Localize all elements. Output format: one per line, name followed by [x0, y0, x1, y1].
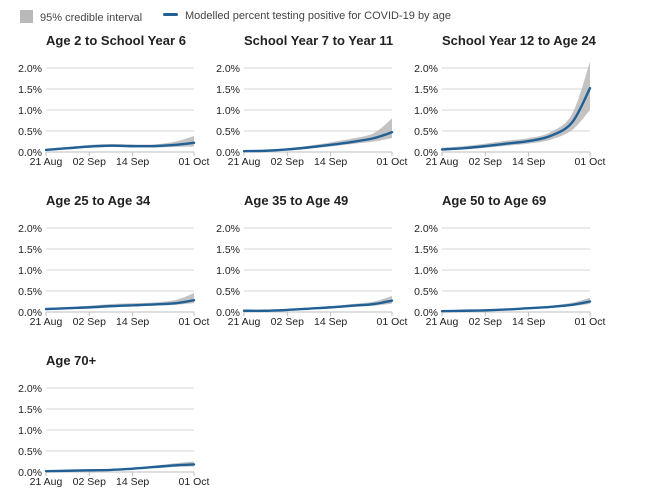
x-tick-label: 21 Aug [426, 316, 459, 328]
x-tick-label: 02 Sep [73, 316, 106, 328]
y-tick-label: 0.5% [216, 286, 240, 298]
y-tick-label: 1.0% [18, 425, 42, 437]
legend-item-interval: 95% credible interval [20, 10, 142, 24]
panel-title: Age 25 to Age 34 [46, 193, 151, 208]
y-tick-label: 0.5% [18, 286, 42, 298]
legend-line-label: Modelled percent testing positive for CO… [185, 10, 451, 22]
y-tick-label: 0.0% [18, 467, 42, 479]
y-tick-label: 2.0% [414, 223, 438, 235]
y-tick-label: 1.5% [216, 84, 240, 96]
interval-swatch-icon [20, 10, 33, 23]
panel: Age 2 to School Year 6 0.0% 0.5% 1.0% 1.5% 2.… [18, 33, 209, 168]
y-tick-label: 0.5% [18, 126, 42, 138]
modelled-line [44, 141, 196, 152]
x-tick-label: 14 Sep [116, 156, 149, 168]
modelled-line [242, 299, 394, 313]
x-tick-label: 01 Oct [179, 156, 210, 168]
credible-interval-band [442, 61, 590, 151]
x-tick-label: 01 Oct [575, 156, 606, 168]
legend-interval-label: 95% credible interval [40, 12, 143, 24]
panel: Age 35 to Age 49 0.0% 0.5% 1.0% 1.5% 2.0% 21 A… [216, 193, 407, 328]
y-tick-label: 1.5% [18, 84, 42, 96]
panel-title: Age 50 to Age 69 [442, 193, 546, 208]
y-tick-label: 0.0% [18, 307, 42, 319]
modelled-line [440, 86, 592, 151]
x-tick-label: 02 Sep [73, 476, 106, 488]
chart-legend: 95% credible interval Modelled percent t… [0, 0, 660, 34]
x-tick-label: 01 Oct [575, 316, 606, 328]
y-tick-label: 0.0% [414, 147, 438, 159]
x-tick-label: 21 Aug [426, 156, 459, 168]
panel: Age 50 to Age 69 0.0% 0.5% 1.0% 1.5% 2.0% 21 A… [414, 193, 605, 328]
modelled-line [44, 463, 196, 473]
x-tick-label: 21 Aug [30, 156, 63, 168]
x-tick-label: 14 Sep [512, 316, 545, 328]
y-tick-label: 1.5% [414, 84, 438, 96]
x-tick-label: 02 Sep [271, 156, 304, 168]
y-tick-label: 1.0% [216, 105, 240, 117]
x-tick-label: 02 Sep [73, 156, 106, 168]
y-tick-label: 0.5% [414, 126, 438, 138]
y-tick-label: 1.5% [18, 244, 42, 256]
x-tick-label: 02 Sep [271, 316, 304, 328]
panel: School Year 12 to Age 24 0.0% 0.5% 1.0% 1.5%… [414, 33, 605, 168]
line-swatch-icon [163, 13, 178, 16]
panel-title: Age 35 to Age 49 [244, 193, 348, 208]
y-tick-label: 2.0% [216, 223, 240, 235]
x-tick-label: 21 Aug [30, 316, 63, 328]
y-tick-label: 2.0% [18, 63, 42, 75]
y-tick-label: 0.5% [18, 446, 42, 458]
y-tick-label: 0.0% [216, 307, 240, 319]
y-tick-label: 2.0% [216, 63, 240, 75]
y-tick-label: 2.0% [18, 223, 42, 235]
y-tick-label: 1.0% [216, 265, 240, 277]
y-tick-label: 1.0% [414, 265, 438, 277]
x-tick-label: 21 Aug [228, 156, 261, 168]
y-tick-label: 1.0% [414, 105, 438, 117]
y-tick-label: 1.5% [216, 244, 240, 256]
x-tick-label: 01 Oct [377, 316, 408, 328]
y-tick-label: 2.0% [18, 383, 42, 395]
y-tick-label: 2.0% [414, 63, 438, 75]
x-tick-label: 14 Sep [116, 476, 149, 488]
x-tick-label: 14 Sep [314, 316, 347, 328]
y-tick-label: 0.0% [18, 147, 42, 159]
x-tick-label: 02 Sep [469, 156, 502, 168]
x-tick-label: 02 Sep [469, 316, 502, 328]
panel-title: School Year 7 to Year 11 [244, 33, 393, 48]
panel: Age 70+ 0.0% 0.5% 1.0% 1.5% 2.0% 21 Aug 02 Sep 1… [18, 353, 209, 488]
credible-interval-band [244, 118, 392, 152]
legend-item-line: Modelled percent testing positive for CO… [163, 10, 451, 22]
y-tick-label: 1.5% [18, 404, 42, 416]
x-tick-label: 14 Sep [116, 316, 149, 328]
panel-title: School Year 12 to Age 24 [442, 33, 597, 48]
panel-title: Age 70+ [46, 353, 97, 368]
x-tick-label: 01 Oct [377, 156, 408, 168]
y-tick-label: 0.5% [414, 286, 438, 298]
x-tick-label: 14 Sep [512, 156, 545, 168]
modelled-line [44, 299, 196, 311]
x-tick-label: 21 Aug [30, 476, 63, 488]
y-tick-label: 0.0% [414, 307, 438, 319]
y-tick-label: 1.0% [18, 105, 42, 117]
panel-title: Age 2 to School Year 6 [46, 33, 186, 48]
y-tick-label: 0.5% [216, 126, 240, 138]
modelled-line [242, 131, 394, 153]
panel: School Year 7 to Year 11 0.0% 0.5% 1.0% 1.5%… [216, 33, 407, 168]
x-tick-label: 01 Oct [179, 476, 210, 488]
x-tick-label: 01 Oct [179, 316, 210, 328]
panel: Age 25 to Age 34 0.0% 0.5% 1.0% 1.5% 2.0% 21 A… [18, 193, 209, 328]
x-tick-label: 14 Sep [314, 156, 347, 168]
y-tick-label: 1.5% [414, 244, 438, 256]
modelled-line [440, 300, 592, 313]
y-tick-label: 0.0% [216, 147, 240, 159]
y-tick-label: 1.0% [18, 265, 42, 277]
x-tick-label: 21 Aug [228, 316, 261, 328]
